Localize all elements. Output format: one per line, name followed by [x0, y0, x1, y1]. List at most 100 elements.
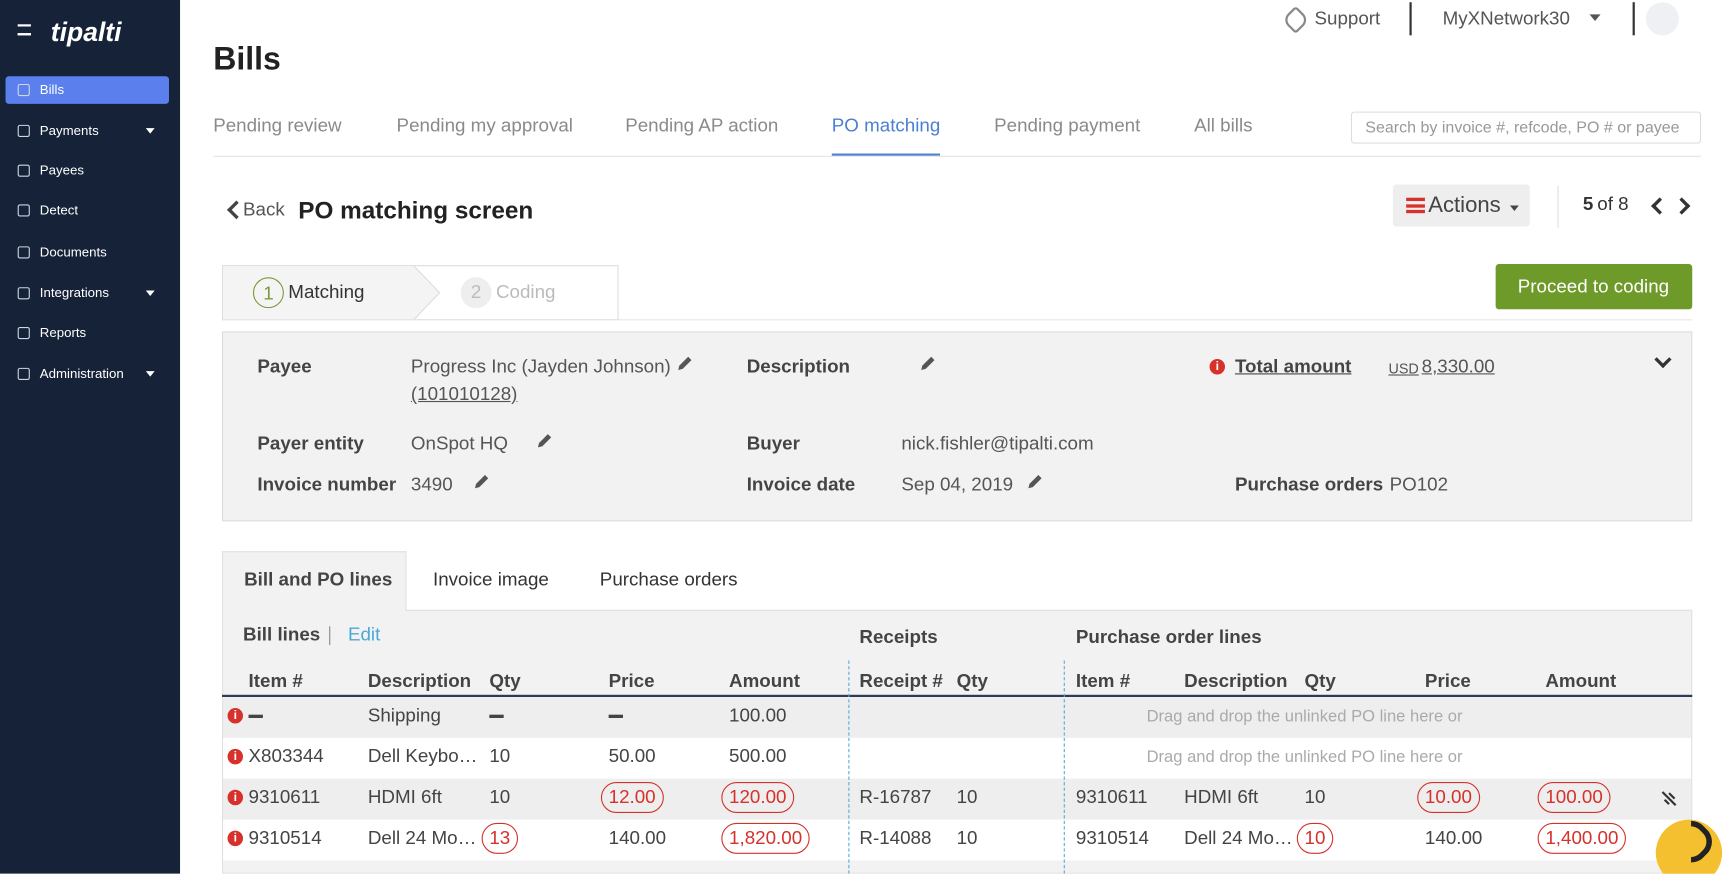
table-cell: 120.00: [721, 782, 795, 813]
column-header: Qty: [1304, 670, 1336, 692]
edit-icon[interactable]: [676, 355, 694, 373]
tab[interactable]: All bills: [1194, 114, 1253, 136]
table-cell: 50.00: [608, 745, 656, 767]
nav-active-bg: [5, 76, 170, 104]
section-title: Receipts: [859, 626, 938, 648]
table-cell: R-14088: [859, 827, 932, 849]
empty-dash: [489, 714, 504, 718]
nav-caret[interactable]: [145, 371, 155, 377]
table-cell: 10: [489, 786, 511, 808]
logo[interactable]: tipalti: [50, 17, 122, 48]
lower-tab[interactable]: Invoice image: [433, 568, 549, 590]
table-row: [223, 697, 1692, 738]
section-title: Bill lines: [243, 624, 321, 646]
step-label: Matching: [288, 281, 365, 303]
nav-icon: [17, 204, 30, 217]
support-icon: [1281, 5, 1310, 34]
column-header: Description: [1184, 670, 1288, 692]
nav-item[interactable]: Administration: [39, 365, 124, 382]
empty-dash: [248, 714, 263, 718]
actions-icon: [1406, 197, 1425, 214]
table-cell: 13: [481, 822, 518, 854]
tab[interactable]: Pending payment: [994, 114, 1141, 136]
table-cell: HDMI 6ft: [367, 786, 442, 808]
table-cell: 9310514: [1075, 827, 1149, 849]
column-divider: [1063, 660, 1065, 874]
table-cell: R-16787: [859, 786, 932, 808]
sidebar: tipalti Bills Payments Payees Detect Document…: [0, 0, 181, 874]
help-button[interactable]: [1655, 813, 1723, 874]
nav-caret[interactable]: [145, 128, 155, 134]
empty-dash: [608, 714, 623, 718]
table-row: [223, 737, 1692, 779]
edit-icon[interactable]: [473, 473, 491, 491]
details-panel: [222, 331, 1693, 522]
tab[interactable]: Pending my approval: [396, 114, 573, 136]
nav-item[interactable]: Detect: [39, 202, 79, 218]
edit-icon[interactable]: [919, 355, 937, 373]
tab[interactable]: Pending AP action: [625, 114, 779, 136]
unlink-icon[interactable]: [1659, 789, 1679, 809]
divider: [1557, 185, 1559, 228]
pager-next[interactable]: [1673, 197, 1691, 215]
column-header: Item #: [1075, 670, 1131, 692]
table-cell: 10: [956, 827, 978, 849]
nav-item[interactable]: Payees: [39, 162, 84, 178]
drop-hint: Drag and drop the unlinked PO line here …: [1146, 706, 1463, 726]
nav-item[interactable]: Bills: [39, 81, 65, 98]
steps-box: [222, 265, 619, 321]
table-cell: 1,820.00: [721, 822, 810, 854]
step-chevron: [411, 265, 444, 320]
pager-current: 5: [1582, 193, 1594, 215]
lower-tab-active: [222, 551, 407, 611]
tab-underline: [831, 153, 941, 156]
lower-tab[interactable]: Purchase orders: [599, 568, 738, 590]
nav-item[interactable]: Reports: [39, 324, 87, 341]
step-label[interactable]: Coding: [495, 281, 556, 303]
lower-tab[interactable]: Bill and PO lines: [244, 568, 393, 590]
nav-item[interactable]: Documents: [39, 244, 107, 260]
avatar[interactable]: [1645, 2, 1679, 36]
nav-item[interactable]: Payments: [39, 122, 99, 139]
pager-prev[interactable]: [1651, 197, 1669, 215]
account-caret[interactable]: [1589, 14, 1601, 21]
nav-item[interactable]: Integrations: [39, 284, 110, 301]
account-menu[interactable]: MyXNetwork30: [1442, 7, 1570, 29]
detail-label: Invoice date: [746, 473, 856, 495]
detail-value: 3490: [410, 473, 453, 495]
table-cell: 100.00: [729, 704, 787, 726]
tab[interactable]: PO matching: [831, 114, 941, 136]
nav-caret[interactable]: [145, 290, 155, 297]
step-number: 1: [252, 277, 284, 309]
actions-button[interactable]: Actions: [1392, 184, 1530, 227]
edit-icon[interactable]: [1026, 473, 1044, 491]
edit-icon[interactable]: [536, 432, 554, 450]
column-header: Qty: [489, 670, 521, 692]
table-cell: 9310514: [248, 827, 322, 849]
detail-label[interactable]: Total amount: [1234, 355, 1352, 377]
column-divider: [848, 660, 850, 874]
edit-link[interactable]: Edit: [347, 624, 381, 646]
column-header: Price: [1424, 670, 1471, 692]
support-link[interactable]: Support: [1314, 7, 1381, 29]
table-cell: 10: [489, 745, 511, 767]
detail-value: (101010128): [410, 383, 518, 405]
detail-value: Progress Inc (Jayden Johnson): [410, 355, 671, 377]
detail-currency: USD: [1388, 360, 1419, 377]
nav-icon: [17, 287, 30, 300]
page-title: Bills: [213, 41, 281, 78]
detail-label: Buyer: [746, 433, 800, 454]
back-link[interactable]: Back: [243, 198, 285, 220]
table-cell: 100.00: [1537, 782, 1611, 813]
actions-icon-mid: [1406, 204, 1425, 208]
tab[interactable]: Pending review: [213, 114, 342, 136]
screen-title: PO matching screen: [298, 196, 534, 225]
column-header: Description: [367, 670, 472, 692]
header-rule: [222, 694, 1693, 698]
search-box[interactable]: Search by invoice #, refcode, PO # or pa…: [1350, 111, 1702, 144]
table-cell: 12.00: [600, 782, 664, 813]
proceed-button[interactable]: Proceed to coding: [1495, 263, 1693, 310]
table-cell: 140.00: [608, 827, 667, 849]
column-header: Amount: [1545, 670, 1617, 692]
